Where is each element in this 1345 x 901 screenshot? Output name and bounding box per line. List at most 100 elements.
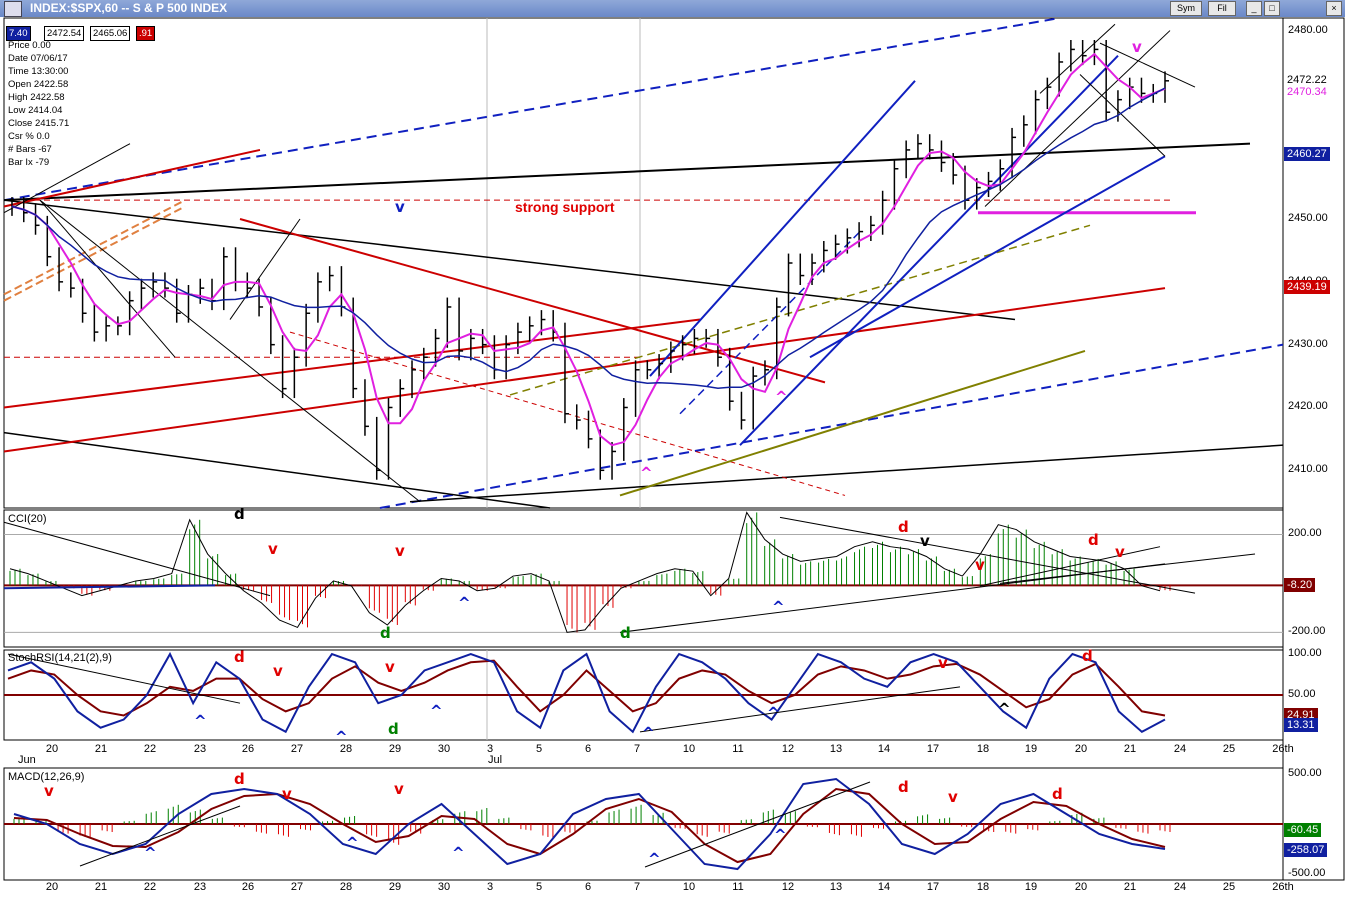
cci-signal-mark: ^	[458, 594, 471, 612]
date-axis-label: 17	[926, 743, 940, 755]
stochrsi-signal-mark: ^	[335, 728, 348, 746]
red-moving-average	[3, 318, 701, 409]
date-axis-label: 11	[732, 743, 744, 755]
date-axis-label: 10	[682, 881, 696, 893]
file-button[interactable]: Fil	[1208, 1, 1236, 16]
date-axis-label: 28	[339, 743, 353, 755]
stochrsi-signal-mark: d	[234, 648, 245, 666]
stochrsi-trend-line	[639, 686, 961, 733]
macd-signal-mark: ^	[452, 844, 465, 862]
cci-signal-mark: d	[1088, 531, 1099, 549]
date-axis-label: 21	[94, 881, 108, 893]
thin-trend-line	[39, 199, 176, 358]
cci-line	[9, 511, 1161, 633]
cci-trend-line	[3, 521, 271, 597]
blue-dashed-channel	[379, 343, 1284, 509]
date-axis-label: 22	[143, 743, 157, 755]
date-axis-label: 21	[1123, 881, 1137, 893]
header-value-1: 7.40	[6, 26, 31, 41]
bar-info-value: 2422.58	[33, 79, 69, 90]
date-axis-label: 18	[976, 881, 990, 893]
bar-info-label: Time	[8, 66, 32, 77]
minimize-icon[interactable]: _	[1246, 1, 1262, 16]
date-axis-label: 28	[339, 881, 353, 893]
macd-trend-line	[644, 781, 871, 868]
stochrsi-signal-mark: ^	[642, 724, 655, 742]
red-moving-average	[3, 287, 1166, 453]
bar-info-row: Price 0.00	[8, 40, 51, 51]
macd-signal-mark: v	[44, 782, 54, 800]
thin-trend-line	[39, 199, 421, 503]
bar-info-value: 2422.58	[30, 92, 65, 103]
stochrsi-signal-mark: ^	[998, 700, 1011, 718]
date-axis-label: 24	[1173, 743, 1187, 755]
chart-app-icon	[4, 1, 22, 17]
bar-info-value: 2415.71	[34, 118, 70, 129]
date-axis-label: 21	[94, 743, 108, 755]
macd-signal-mark: d	[898, 778, 909, 796]
symbol-button[interactable]: Sym	[1170, 1, 1202, 16]
bar-info-row: Close 2415.71	[8, 118, 69, 129]
bar-info-label: Close	[8, 118, 35, 129]
macd-signal-mark: d	[234, 770, 245, 788]
bar-info-label: Price	[8, 40, 33, 51]
blue-dashed-line	[679, 231, 861, 415]
bar-info-value: 0.00	[32, 40, 51, 51]
date-axis-label: 6	[584, 743, 592, 755]
cci-trend-line	[3, 584, 216, 590]
macd-axis-tick-label: -500.00	[1288, 867, 1326, 879]
date-axis-label: 26	[241, 881, 255, 893]
thin-trend-line	[984, 30, 1171, 207]
date-axis-label: 3	[486, 881, 494, 893]
macd-panel-title: MACD(12,26,9)	[8, 771, 85, 783]
stochrsi-fast-value: 13.31	[1284, 718, 1318, 733]
thin-trend-line	[3, 143, 131, 214]
thin-trend-line	[1099, 42, 1196, 88]
orange-dashed-line	[3, 205, 186, 302]
stochrsi-axis-tick-label: 100.00	[1288, 647, 1322, 660]
blue-moving-average	[809, 155, 1166, 359]
price-axis-tick-label: 2480.00	[1288, 23, 1328, 36]
macd-histogram-value: -60.45	[1284, 823, 1322, 837]
cci-panel-title: CCI(20)	[8, 513, 47, 525]
magenta-moving-average	[11, 52, 1166, 447]
date-axis-label: 30	[437, 881, 451, 893]
header-value-2: 2472.54	[44, 26, 85, 41]
black-trend-line	[3, 199, 1016, 321]
date-axis-label: 25	[1222, 881, 1236, 893]
value-axis-frame	[1282, 17, 1345, 881]
cci-axis-tick-label: 200.00	[1288, 527, 1322, 540]
stochrsi-signal-mark: v	[938, 654, 948, 672]
bar-info-label: Csr %	[8, 131, 37, 142]
date-axis-label: 27	[290, 743, 304, 755]
macd-trend-line	[79, 805, 241, 867]
cci-trend-line	[779, 516, 1196, 594]
black-trend-line	[409, 444, 1284, 503]
bar-info-row: Csr % 0.0	[8, 131, 50, 142]
macd-signal-mark: d	[1052, 785, 1063, 803]
stochrsi-panel-title: StochRSI(14,21(2),9)	[8, 652, 112, 664]
date-axis-label: 5	[535, 743, 543, 755]
date-axis-label: 17	[926, 881, 940, 893]
price-signal-mark: ^	[640, 464, 653, 482]
date-axis-label: 6	[584, 881, 592, 893]
olive-dashed-line	[509, 224, 1091, 396]
stochrsi-signal-mark: ^	[194, 712, 207, 730]
cci-current-value: -8.20	[1284, 578, 1316, 593]
maximize-icon[interactable]: □	[1264, 1, 1280, 16]
macd-signal-mark: ^	[346, 834, 359, 852]
month-axis-label: Jun	[18, 754, 36, 766]
date-axis-label: 20	[45, 881, 59, 893]
bar-info-value: -79	[35, 157, 50, 168]
price-panel-frame	[3, 17, 1284, 509]
date-axis-label: 27	[290, 881, 304, 893]
cci-signal-mark: d	[620, 624, 631, 642]
bar-info-value: 2414.04	[28, 105, 63, 116]
cci-signal-mark: ^	[772, 598, 785, 616]
blue-channel-line	[649, 80, 916, 377]
bar-info-label: Open	[8, 79, 34, 90]
close-icon[interactable]: ×	[1326, 1, 1342, 16]
thin-trend-line	[1039, 23, 1116, 94]
macd-signal-mark: v	[282, 785, 292, 803]
